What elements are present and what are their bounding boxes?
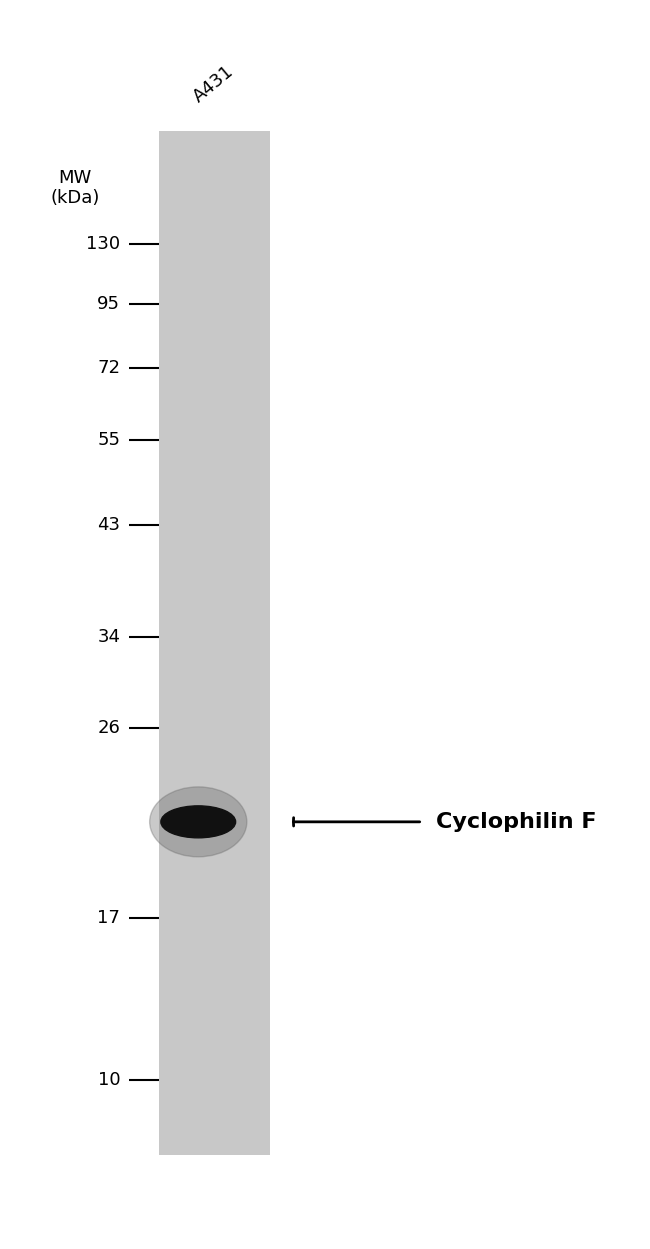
- Ellipse shape: [161, 806, 235, 838]
- Ellipse shape: [150, 787, 247, 857]
- Text: 43: 43: [98, 516, 120, 533]
- Text: 26: 26: [98, 719, 120, 737]
- Text: 17: 17: [98, 909, 120, 927]
- Text: 130: 130: [86, 235, 120, 252]
- Text: 34: 34: [98, 628, 120, 646]
- Text: 95: 95: [98, 295, 120, 312]
- Text: Cyclophilin F: Cyclophilin F: [436, 812, 596, 832]
- Bar: [159, 131, 270, 1155]
- Text: 72: 72: [98, 360, 120, 377]
- Text: A431: A431: [190, 62, 237, 106]
- Text: 10: 10: [98, 1072, 120, 1089]
- Text: 55: 55: [98, 431, 120, 448]
- Text: MW
(kDa): MW (kDa): [50, 169, 99, 207]
